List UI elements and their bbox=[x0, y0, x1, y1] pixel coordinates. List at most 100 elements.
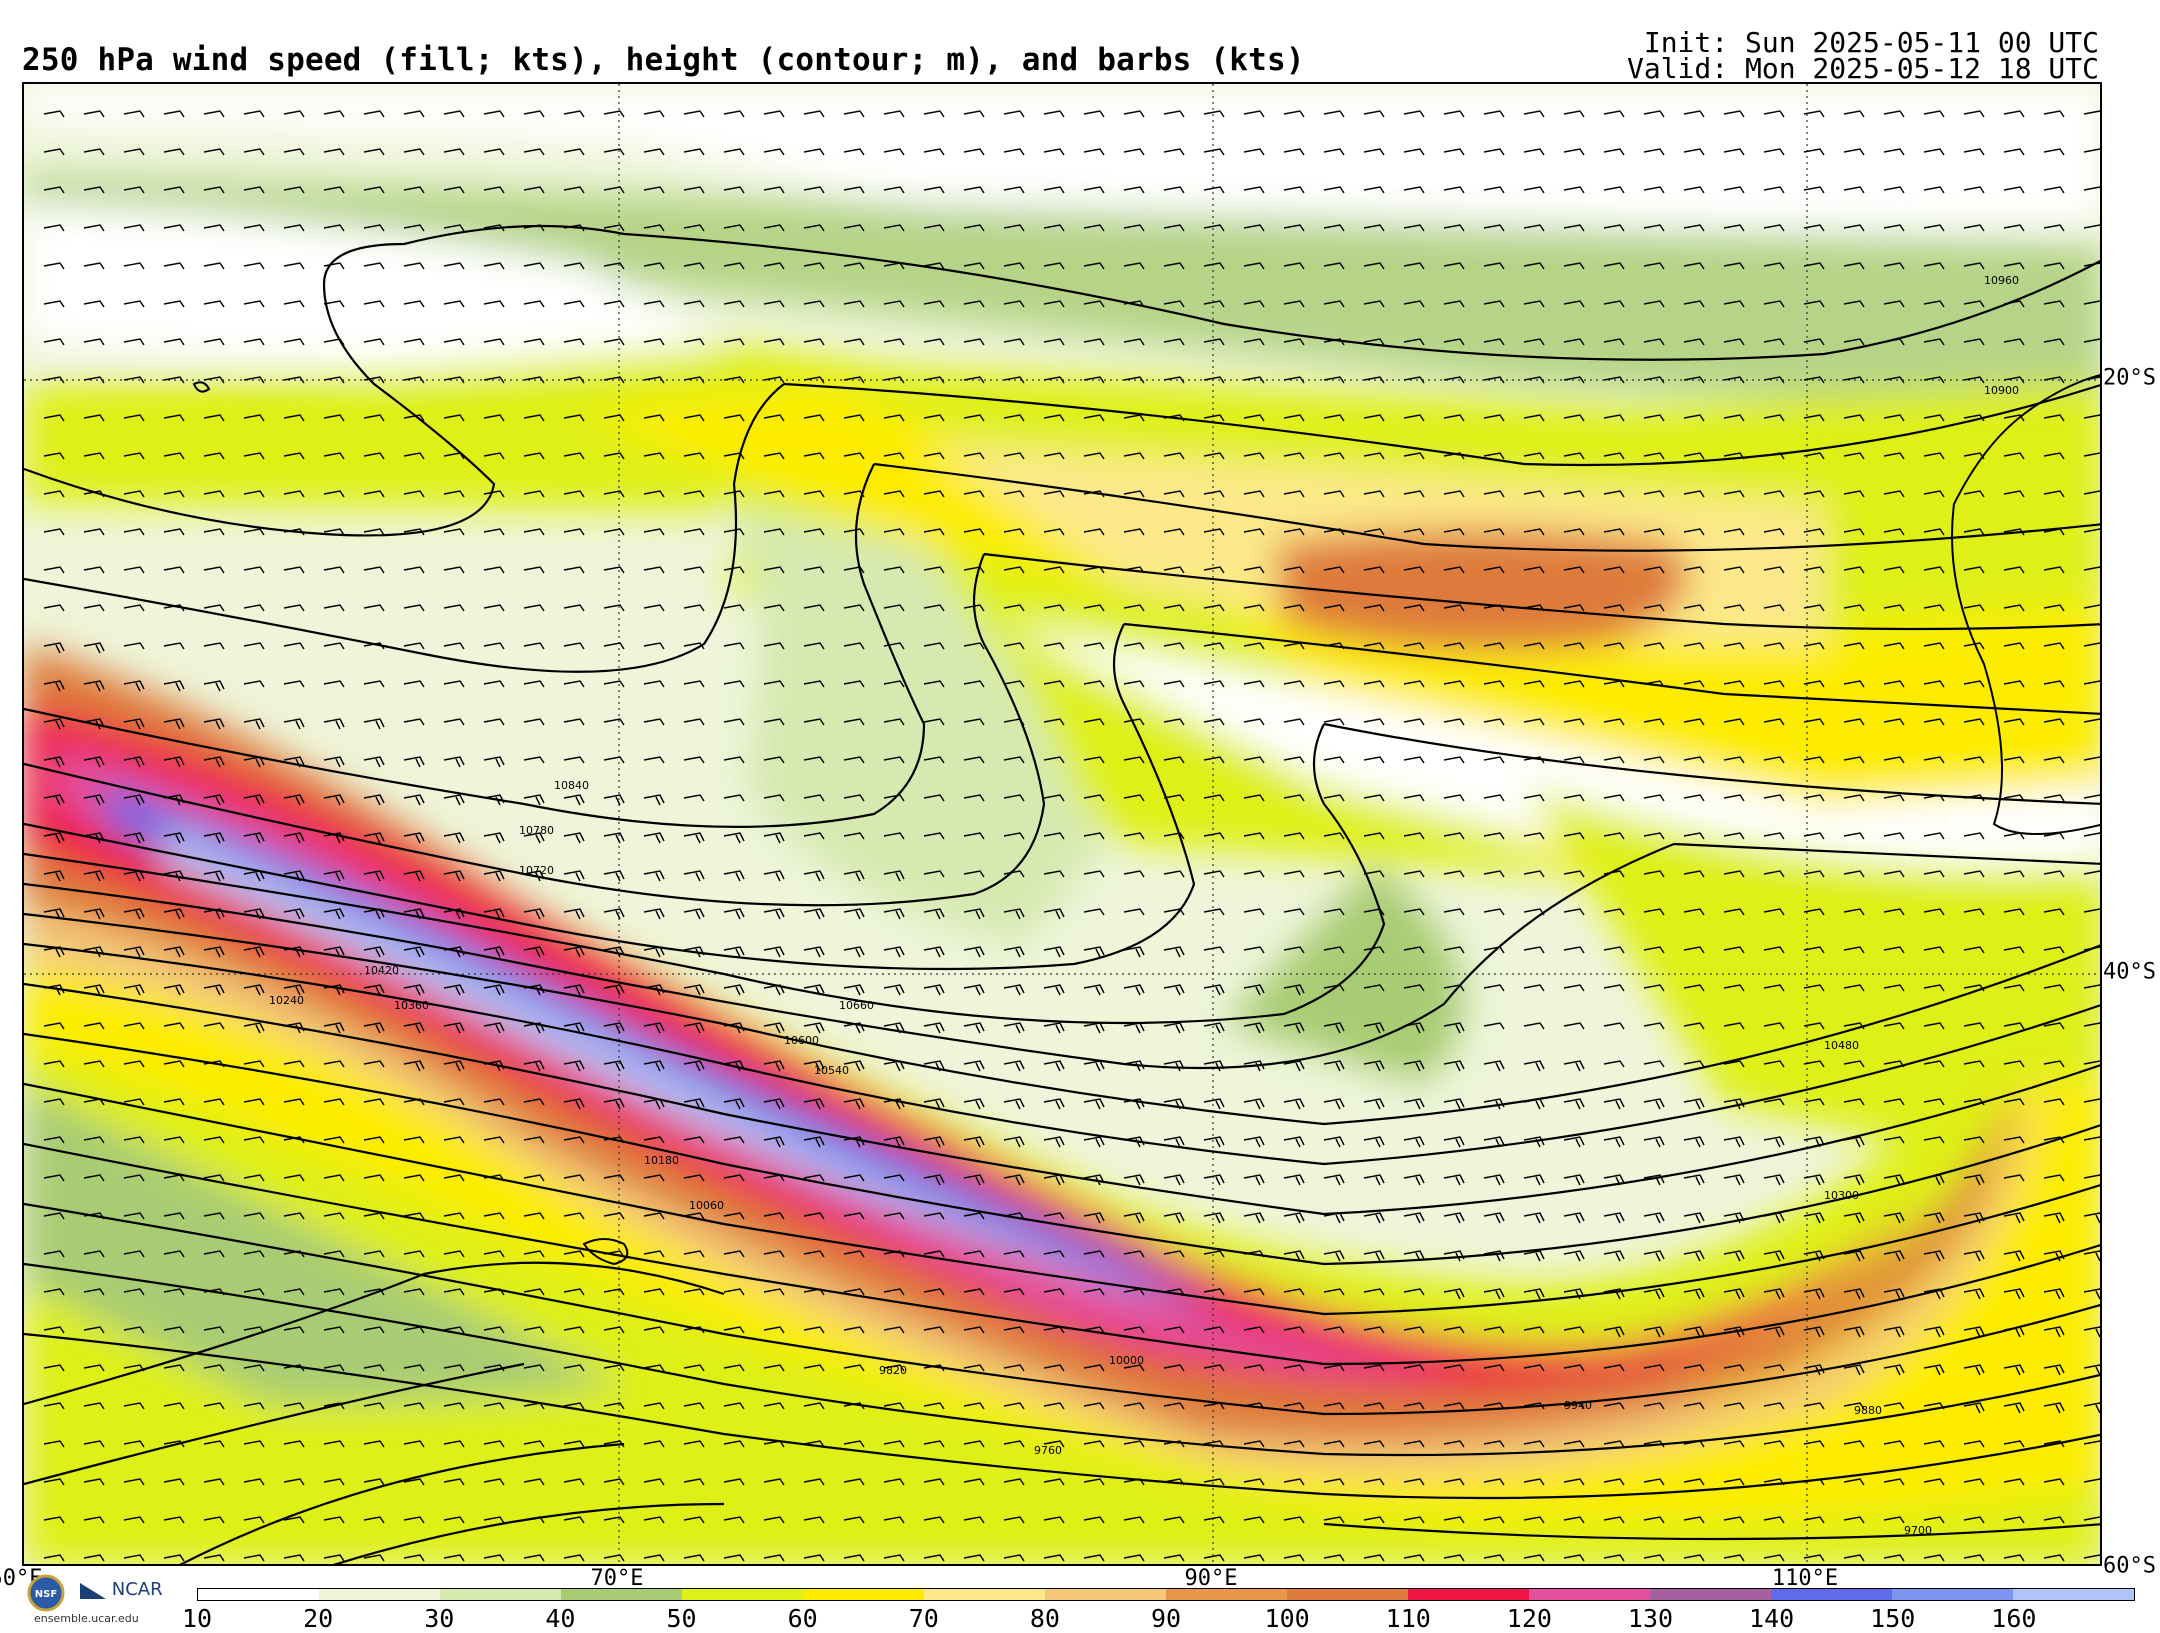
wind-barb bbox=[1483, 148, 1505, 156]
wind-barb bbox=[1803, 262, 1825, 270]
wind-barb bbox=[923, 566, 945, 574]
wind-barb bbox=[1803, 680, 1825, 688]
wind-barb bbox=[243, 1098, 265, 1106]
wind-barb bbox=[1523, 490, 1545, 498]
wind-barb bbox=[1803, 1516, 1825, 1524]
wind-barb bbox=[643, 1554, 665, 1562]
wind-barb bbox=[43, 718, 65, 730]
wind-barb bbox=[1203, 946, 1225, 954]
wind-barb bbox=[483, 1364, 505, 1372]
wind-barb bbox=[1803, 1212, 1825, 1224]
wind-barb bbox=[1443, 756, 1465, 764]
wind-barb bbox=[1763, 756, 1785, 764]
lat-label-40s: 40°S bbox=[2103, 959, 2156, 985]
wind-barb bbox=[123, 946, 145, 958]
wind-barb bbox=[523, 224, 545, 232]
wind-barb bbox=[43, 1440, 65, 1448]
wind-barb bbox=[483, 414, 505, 422]
wind-barb bbox=[283, 756, 305, 768]
wind-barb bbox=[1643, 414, 1665, 422]
wind-barb bbox=[1443, 300, 1465, 308]
colorbar-tick-label: 110 bbox=[1385, 1604, 1431, 1633]
wind-barb bbox=[123, 452, 145, 460]
wind-barb bbox=[2003, 338, 2025, 346]
wind-barb bbox=[1603, 1440, 1625, 1448]
wind-barb bbox=[1003, 794, 1025, 802]
wind-barb bbox=[1563, 338, 1585, 346]
wind-barb bbox=[523, 794, 545, 806]
wind-barb bbox=[1923, 946, 1945, 954]
wind-barb bbox=[723, 1250, 745, 1258]
wind-barb bbox=[1643, 756, 1665, 764]
wind-barb bbox=[1483, 1060, 1505, 1072]
wind-barb bbox=[1283, 452, 1305, 460]
wind-barb bbox=[43, 414, 65, 422]
wind-barb bbox=[123, 870, 145, 882]
wind-barb bbox=[163, 794, 185, 806]
wind-barb bbox=[843, 1060, 865, 1072]
wind-barb bbox=[443, 1098, 465, 1106]
wind-barb bbox=[323, 794, 345, 806]
wind-barb bbox=[1043, 1250, 1065, 1258]
wind-barb bbox=[1483, 832, 1505, 840]
wind-barb bbox=[683, 1250, 705, 1258]
wind-barb bbox=[803, 528, 825, 536]
wind-barb bbox=[1203, 490, 1225, 498]
wind-barb bbox=[843, 1440, 865, 1448]
wind-barb bbox=[403, 946, 425, 958]
wind-barb bbox=[443, 414, 465, 422]
wind-barb bbox=[163, 1516, 185, 1524]
wind-barb bbox=[883, 946, 905, 958]
wind-barb bbox=[1963, 1098, 1985, 1106]
wind-barb bbox=[1123, 680, 1145, 688]
wind-barb bbox=[1763, 376, 1785, 384]
wind-barb bbox=[1003, 642, 1025, 650]
wind-barb bbox=[1483, 1364, 1505, 1372]
wind-barb bbox=[1283, 756, 1305, 764]
wind-barb bbox=[203, 1022, 225, 1030]
wind-barb bbox=[923, 1364, 945, 1372]
wind-barb bbox=[363, 452, 385, 460]
wind-barb bbox=[363, 1326, 385, 1334]
wind-barb bbox=[1123, 528, 1145, 536]
wind-barb bbox=[1523, 1250, 1545, 1262]
wind-barb bbox=[1643, 338, 1665, 346]
wind-barb bbox=[1923, 718, 1945, 726]
wind-barb bbox=[763, 946, 785, 958]
wind-barb bbox=[883, 1022, 905, 1034]
wind-barb bbox=[803, 452, 825, 460]
wind-barb bbox=[1483, 300, 1505, 308]
wind-barb bbox=[1523, 338, 1545, 346]
wind-barb bbox=[1163, 908, 1185, 916]
wind-barb bbox=[1563, 680, 1585, 688]
wind-barb bbox=[323, 186, 345, 194]
wind-barb bbox=[1523, 1402, 1545, 1410]
wind-barb bbox=[1883, 110, 1905, 118]
wind-barb bbox=[283, 1326, 305, 1334]
wind-barb bbox=[763, 718, 785, 726]
wind-barb bbox=[963, 604, 985, 612]
wind-barb bbox=[523, 186, 545, 194]
wind-barb bbox=[2003, 1212, 2025, 1224]
wind-barb bbox=[1483, 1212, 1505, 1224]
wind-barb bbox=[1283, 1364, 1305, 1372]
wind-barb bbox=[2043, 1098, 2065, 1106]
wind-barb bbox=[123, 794, 145, 806]
wind-barb bbox=[523, 832, 545, 844]
wind-barb bbox=[1283, 1288, 1305, 1296]
wind-barb bbox=[283, 1364, 305, 1372]
wind-barb bbox=[843, 1554, 865, 1562]
ncar-logo: NCAR bbox=[80, 1579, 163, 1600]
wind-barb bbox=[1843, 186, 1865, 194]
colorbar-swatch bbox=[561, 1589, 682, 1600]
wind-barb bbox=[243, 376, 265, 384]
wind-barb bbox=[1243, 224, 1265, 232]
wind-barb bbox=[1083, 642, 1105, 650]
wind-barb bbox=[1443, 908, 1465, 916]
wind-barb bbox=[1803, 1022, 1825, 1030]
wind-barb bbox=[643, 490, 665, 498]
wind-barb bbox=[1963, 604, 1985, 612]
wind-barb bbox=[1323, 148, 1345, 156]
wind-barb bbox=[1763, 984, 1785, 992]
contour-label: 10780 bbox=[519, 824, 554, 837]
